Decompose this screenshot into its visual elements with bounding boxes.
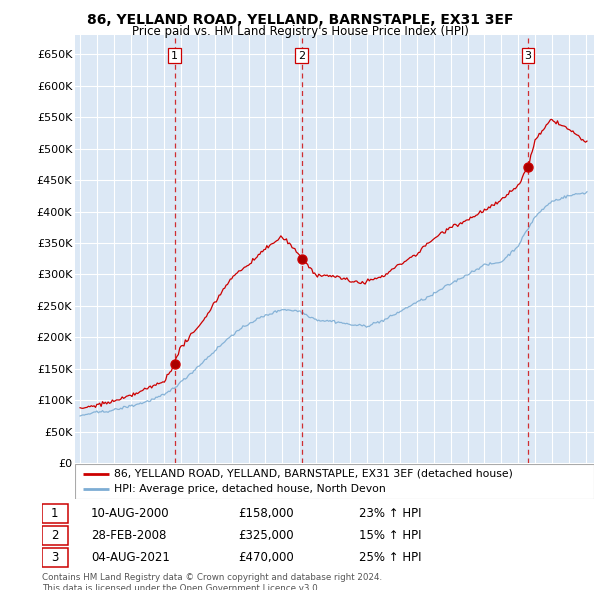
Text: 3: 3 (51, 550, 59, 563)
Text: 1: 1 (51, 507, 59, 520)
Text: 15% ↑ HPI: 15% ↑ HPI (359, 529, 421, 542)
Text: £158,000: £158,000 (239, 507, 294, 520)
Text: 86, YELLAND ROAD, YELLAND, BARNSTAPLE, EX31 3EF: 86, YELLAND ROAD, YELLAND, BARNSTAPLE, E… (87, 13, 513, 27)
Text: 25% ↑ HPI: 25% ↑ HPI (359, 550, 421, 563)
Text: Price paid vs. HM Land Registry's House Price Index (HPI): Price paid vs. HM Land Registry's House … (131, 25, 469, 38)
Text: 28-FEB-2008: 28-FEB-2008 (91, 529, 167, 542)
Text: 04-AUG-2021: 04-AUG-2021 (91, 550, 170, 563)
Bar (42, 504, 68, 523)
Text: £470,000: £470,000 (239, 550, 295, 563)
Text: 10-AUG-2000: 10-AUG-2000 (91, 507, 170, 520)
Text: 2: 2 (298, 51, 305, 61)
Text: 86, YELLAND ROAD, YELLAND, BARNSTAPLE, EX31 3EF (detached house): 86, YELLAND ROAD, YELLAND, BARNSTAPLE, E… (114, 468, 513, 478)
Bar (42, 548, 68, 566)
Bar (42, 526, 68, 545)
Text: 23% ↑ HPI: 23% ↑ HPI (359, 507, 421, 520)
Text: HPI: Average price, detached house, North Devon: HPI: Average price, detached house, Nort… (114, 484, 386, 494)
Text: £325,000: £325,000 (239, 529, 294, 542)
Text: 1: 1 (171, 51, 178, 61)
Text: 3: 3 (524, 51, 532, 61)
Text: Contains HM Land Registry data © Crown copyright and database right 2024.
This d: Contains HM Land Registry data © Crown c… (42, 573, 382, 590)
Text: 2: 2 (51, 529, 59, 542)
